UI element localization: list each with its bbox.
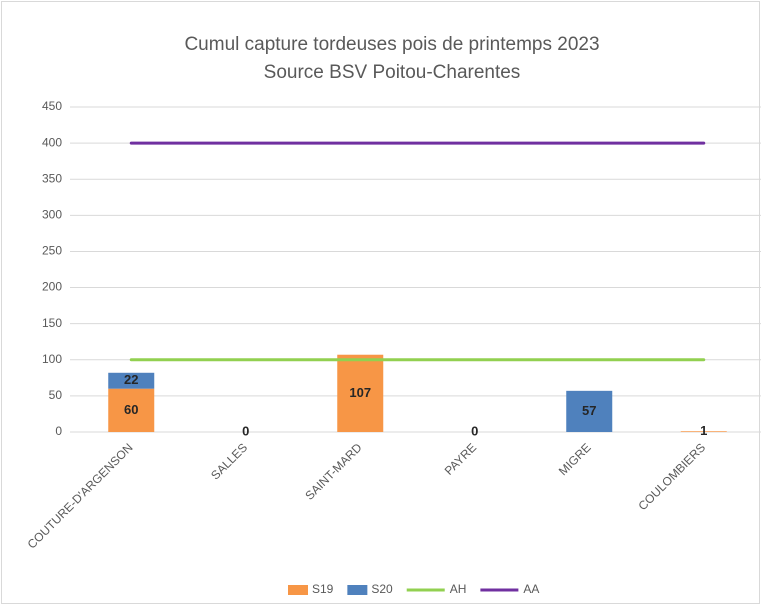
bar-segment (108, 372, 155, 389)
data-label: 0 (242, 423, 249, 438)
bar-segment (566, 390, 613, 432)
y-tick-label: 450 (42, 99, 62, 113)
chart-title: Cumul capture tordeuses pois de printemp… (184, 34, 599, 55)
y-tick-label: 250 (42, 244, 62, 258)
bar-segment (337, 354, 384, 432)
data-label: 1 (700, 423, 707, 438)
legend-swatch (288, 585, 308, 595)
legend-label: S19 (312, 582, 334, 596)
legend-label: S20 (371, 582, 393, 596)
data-label: 0 (471, 423, 478, 438)
y-tick-label: 350 (42, 171, 62, 185)
y-tick-label: 150 (42, 316, 62, 330)
y-tick-label: 50 (49, 388, 63, 402)
y-tick-label: 300 (42, 208, 62, 222)
data-label: 107 (349, 385, 371, 400)
data-label: 60 (124, 402, 138, 417)
y-tick-label: 100 (42, 352, 62, 366)
y-tick-label: 200 (42, 280, 62, 294)
y-tick-label: 0 (55, 424, 62, 438)
data-label: 57 (582, 403, 596, 418)
bar-segment (108, 388, 155, 432)
legend-swatch (347, 585, 368, 595)
chart-border (1, 1, 760, 604)
data-label: 22 (124, 372, 138, 387)
legend-label: AH (450, 582, 467, 596)
legend-label: AA (523, 582, 539, 596)
y-tick-label: 400 (42, 135, 62, 149)
bar-segment (680, 431, 727, 432)
chart-subtitle: Source BSV Poitou-Charentes (264, 62, 521, 83)
